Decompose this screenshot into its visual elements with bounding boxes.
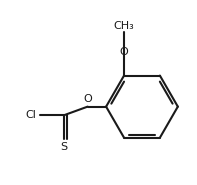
Text: O: O bbox=[120, 47, 128, 57]
Text: CH₃: CH₃ bbox=[114, 21, 134, 31]
Text: O: O bbox=[83, 94, 92, 104]
Text: Cl: Cl bbox=[26, 110, 37, 120]
Text: S: S bbox=[60, 142, 67, 152]
